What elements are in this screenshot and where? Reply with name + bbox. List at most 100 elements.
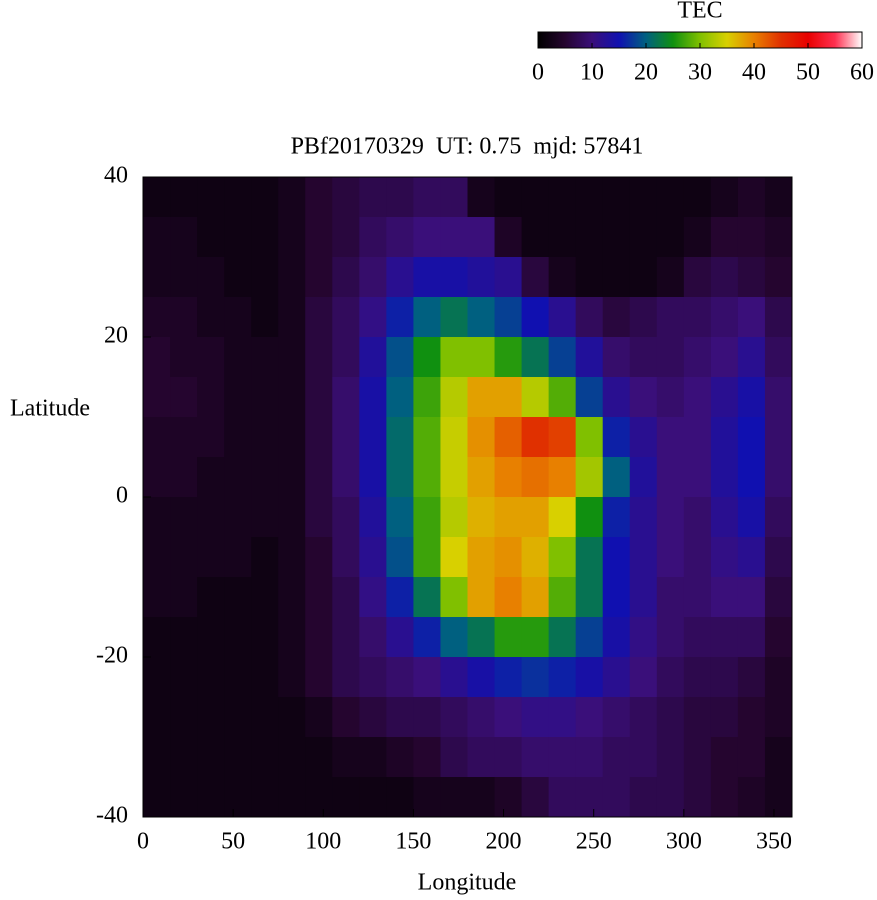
heatmap-cell — [764, 777, 793, 818]
heatmap-cell — [224, 497, 252, 538]
heatmap-cell — [332, 497, 360, 538]
heatmap-cell — [764, 297, 793, 338]
heatmap-cell — [737, 297, 766, 338]
heatmap-cell — [386, 577, 414, 618]
heatmap-cell — [548, 297, 577, 338]
heatmap-cell — [737, 777, 766, 818]
heatmap-cell — [737, 697, 766, 738]
heatmap-cell — [737, 617, 766, 658]
heatmap-cell — [413, 377, 441, 418]
heatmap-cell — [413, 457, 441, 498]
heatmap-cell — [683, 777, 712, 818]
heatmap-cell — [278, 457, 306, 498]
heatmap-cell — [386, 257, 414, 298]
heatmap-cell — [413, 537, 441, 578]
heatmap-cell — [278, 777, 306, 818]
heatmap-cell — [575, 417, 604, 458]
heatmap-cell — [278, 577, 306, 618]
heatmap-cell — [710, 737, 739, 778]
heatmap-cell — [386, 777, 414, 818]
heatmap-cell — [278, 217, 306, 258]
heatmap-cell — [575, 777, 604, 818]
heatmap-cell — [386, 457, 414, 498]
colorbar-tick-label: 40 — [742, 60, 766, 86]
heatmap-cell — [332, 177, 360, 218]
heatmap-cell — [629, 177, 658, 218]
heatmap-cell — [197, 217, 225, 258]
heatmap-cell — [521, 457, 550, 498]
heatmap-cell — [521, 737, 550, 778]
heatmap-cell — [521, 497, 550, 538]
heatmap-cell — [683, 457, 712, 498]
heatmap-cell — [251, 457, 279, 498]
heatmap-cell — [629, 577, 658, 618]
heatmap-cell — [764, 257, 793, 298]
heatmap-cell — [683, 217, 712, 258]
heatmap-cell — [278, 417, 306, 458]
heatmap-cell — [548, 537, 577, 578]
heatmap-cell — [683, 297, 712, 338]
heatmap-cell — [575, 177, 604, 218]
heatmap-cell — [656, 657, 685, 698]
heatmap-cell — [332, 737, 360, 778]
heatmap-cell — [386, 657, 414, 698]
heatmap-cell — [170, 337, 198, 378]
heatmap-cell — [359, 497, 387, 538]
heatmap-cell — [683, 737, 712, 778]
heatmap-cell — [386, 697, 414, 738]
heatmap-cell — [305, 577, 333, 618]
heatmap-cell — [251, 377, 279, 418]
heatmap-cell — [413, 697, 441, 738]
heatmap-cell — [332, 337, 360, 378]
heatmap-cell — [143, 577, 171, 618]
heatmap-cell — [521, 377, 550, 418]
heatmap-cell — [737, 257, 766, 298]
heatmap-cell — [575, 377, 604, 418]
heatmap-cell — [305, 537, 333, 578]
heatmap-cell — [494, 617, 523, 658]
heatmap-cell — [359, 217, 387, 258]
heatmap-cell — [278, 697, 306, 738]
heatmap-cell — [359, 657, 387, 698]
heatmap-cell — [251, 497, 279, 538]
heatmap-cell — [764, 697, 793, 738]
heatmap-cell — [440, 777, 468, 818]
x-tick-label: 350 — [756, 829, 792, 855]
heatmap-cell — [305, 377, 333, 418]
heatmap-cell — [548, 577, 577, 618]
heatmap-cell — [548, 657, 577, 698]
heatmap-cell — [197, 577, 225, 618]
heatmap-cell — [629, 337, 658, 378]
heatmap-cell — [170, 177, 198, 218]
heatmap-cell — [575, 217, 604, 258]
heatmap-cell — [575, 337, 604, 378]
colorbar-tick-label: 60 — [850, 60, 874, 86]
heatmap-cell — [251, 417, 279, 458]
heatmap-cell — [197, 297, 225, 338]
heatmap-cell — [656, 737, 685, 778]
heatmap-cell — [494, 377, 523, 418]
heatmap-cell — [386, 297, 414, 338]
heatmap-cell — [251, 777, 279, 818]
heatmap-cell — [143, 777, 171, 818]
heatmap-cell — [359, 697, 387, 738]
heatmap-cell — [602, 577, 631, 618]
heatmap-cell — [737, 737, 766, 778]
heatmap-cell — [170, 537, 198, 578]
heatmap-cell — [305, 657, 333, 698]
heatmap-cell — [440, 337, 468, 378]
heatmap-cell — [737, 177, 766, 218]
heatmap-cell — [386, 497, 414, 538]
heatmap-cell — [278, 537, 306, 578]
x-tick-label: 50 — [221, 829, 245, 855]
heatmap-cell — [440, 617, 468, 658]
heatmap-cell — [494, 217, 523, 258]
heatmap-cell — [278, 177, 306, 218]
heatmap-cell — [656, 177, 685, 218]
heatmap-cell — [386, 337, 414, 378]
heatmap-cell — [224, 337, 252, 378]
heatmap-cell — [494, 577, 523, 618]
heatmap-cell — [305, 737, 333, 778]
y-axis-label: Latitude — [10, 396, 90, 422]
heatmap-cell — [494, 657, 523, 698]
